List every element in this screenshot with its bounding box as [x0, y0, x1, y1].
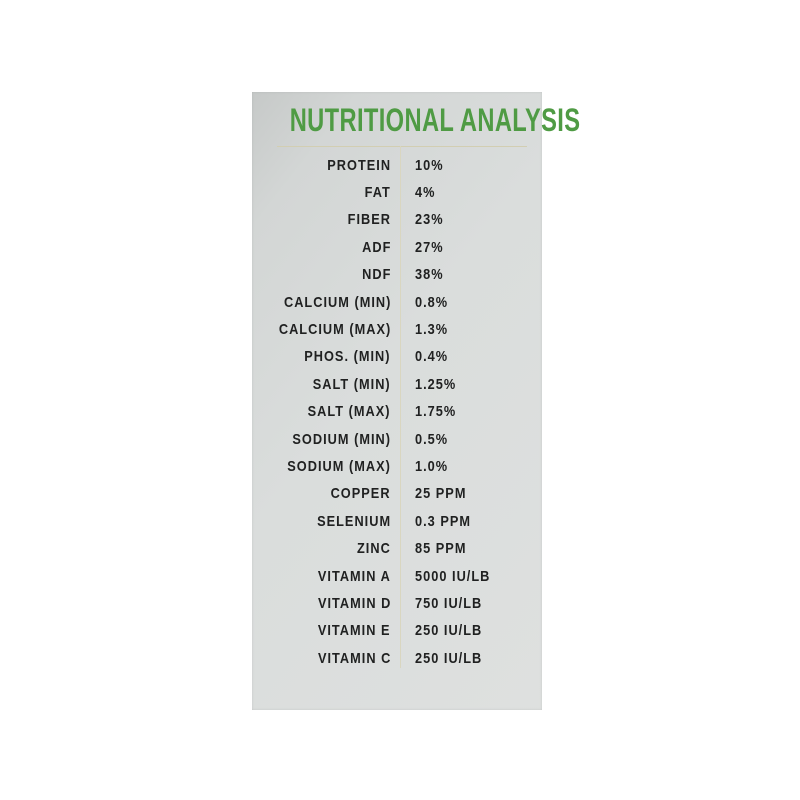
table-row: CALCIUM (MIN) 0.8%	[252, 289, 542, 316]
nutrient-value: 750 IU/LB	[415, 594, 483, 612]
table-row: ADF 27%	[252, 234, 542, 261]
nutrient-value: 0.3 PPM	[415, 512, 472, 530]
nutrient-label: CALCIUM (MIN)	[283, 293, 391, 311]
table-row: SALT (MIN) 1.25%	[252, 371, 542, 398]
table-row: VITAMIN A 5000 IU/LB	[252, 563, 542, 590]
nutrient-value: 250 IU/LB	[415, 649, 483, 667]
table-row: SELENIUM 0.3 PPM	[252, 508, 542, 535]
nutrient-value: 25 PPM	[415, 485, 467, 503]
nutrient-label: SODIUM (MIN)	[292, 430, 391, 448]
nutrient-value: 250 IU/LB	[415, 622, 483, 640]
nutrient-value: 23%	[415, 211, 444, 229]
nutrient-label: FAT	[364, 184, 391, 202]
table-row: CALCIUM (MAX) 1.3%	[252, 316, 542, 343]
nutrient-value: 0.5%	[415, 430, 449, 448]
table-row: PROTEIN 10%	[252, 152, 542, 179]
nutrient-value: 0.4%	[415, 348, 449, 366]
nutrient-table: PROTEIN 10% FAT 4% FIBER 23% ADF 27%	[252, 152, 542, 672]
nutrient-value: 5000 IU/LB	[415, 567, 491, 585]
nutrient-value: 1.0%	[415, 457, 449, 475]
nutrient-label: CALCIUM (MAX)	[278, 321, 391, 339]
table-row: VITAMIN D 750 IU/LB	[252, 590, 542, 617]
nutrient-label: VITAMIN D	[317, 594, 391, 612]
table-row: FIBER 23%	[252, 207, 542, 234]
nutritional-analysis-label: NUTRITIONAL ANALYSIS PROTEIN 10% FAT 4% …	[252, 92, 581, 710]
nutrient-label: PROTEIN	[327, 156, 391, 174]
nutrient-label: SELENIUM	[316, 512, 391, 530]
nutrient-value: 85 PPM	[415, 540, 467, 558]
table-row: SALT (MAX) 1.75%	[252, 399, 542, 426]
column-divider-line	[400, 146, 401, 668]
table-row: VITAMIN E 250 IU/LB	[252, 618, 542, 645]
nutrient-value: 27%	[415, 238, 444, 256]
table-row: NDF 38%	[252, 262, 542, 289]
title-divider-line	[277, 146, 527, 147]
nutrient-label: ADF	[361, 238, 391, 256]
table-row: ZINC 85 PPM	[252, 535, 542, 562]
nutrient-value: 1.25%	[415, 375, 457, 393]
nutrient-value: 10%	[415, 156, 444, 174]
table-row: PHOS. (MIN) 0.4%	[252, 344, 542, 371]
nutrient-label: SALT (MAX)	[308, 403, 391, 421]
nutrient-label: VITAMIN E	[318, 622, 391, 640]
table-row: SODIUM (MIN) 0.5%	[252, 426, 542, 453]
nutrient-label: VITAMIN A	[318, 567, 391, 585]
nutrient-value: 0.8%	[415, 293, 449, 311]
nutrient-value: 1.75%	[415, 403, 457, 421]
nutrient-value: 4%	[415, 184, 436, 202]
nutrient-label: PHOS. (MIN)	[304, 348, 391, 366]
table-row: VITAMIN C 250 IU/LB	[252, 645, 542, 672]
nutrient-label: NDF	[361, 266, 391, 284]
nutrient-label: FIBER	[347, 211, 391, 229]
nutrient-value: 1.3%	[415, 321, 449, 339]
table-row: COPPER 25 PPM	[252, 481, 542, 508]
table-row: FAT 4%	[252, 179, 542, 206]
nutrient-label: SODIUM (MAX)	[287, 457, 391, 475]
table-row: SODIUM (MAX) 1.0%	[252, 453, 542, 480]
nutrient-label: VITAMIN C	[317, 649, 391, 667]
label-title: NUTRITIONAL ANALYSIS	[289, 102, 581, 138]
nutrient-label: ZINC	[357, 540, 391, 558]
nutrient-label: SALT (MIN)	[313, 375, 391, 393]
nutrient-value: 38%	[415, 266, 444, 284]
nutrient-label: COPPER	[331, 485, 391, 503]
